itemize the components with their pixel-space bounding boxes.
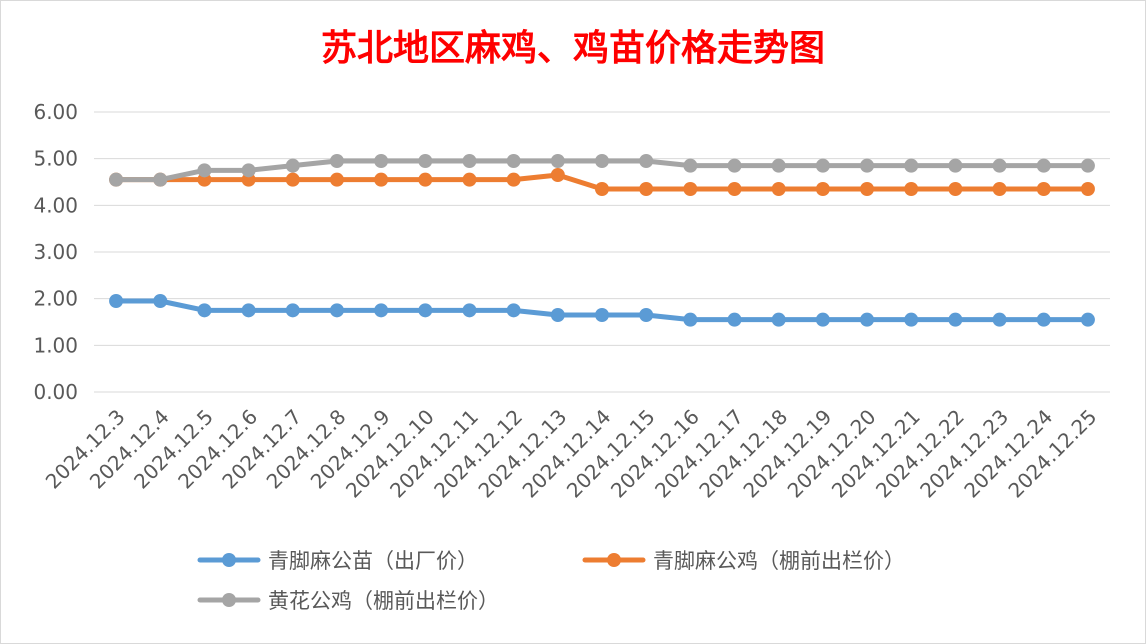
data-point [241,163,256,178]
x-axis-ticks: 2024.12.32024.12.42024.12.52024.12.62024… [41,405,1102,503]
data-point [948,312,963,327]
data-point [418,154,433,168]
data-point [860,312,875,327]
y-tick-label: 1.00 [33,333,78,357]
data-point [329,154,344,168]
y-axis-ticks: 0.00 1.00 2.00 3.00 4.00 5.00 6.00 [33,100,78,404]
legend-item: 青脚麻公鸡（棚前出栏价） [582,549,905,573]
data-point [1036,312,1051,327]
y-tick-label: 2.00 [33,287,78,311]
legend-label: 黄花公鸡（棚前出栏价） [268,589,499,613]
chart-title: 苏北地区麻鸡、鸡苗价格走势图 [321,27,825,69]
data-point [771,158,786,173]
data-point [1080,182,1095,196]
data-point [904,158,919,173]
data-point [329,303,344,318]
series-3 [109,154,1095,187]
data-point [595,182,609,196]
data-point [374,172,389,187]
data-point [462,172,477,187]
data-point [1036,182,1051,196]
data-point [109,294,124,308]
data-point [197,303,212,318]
data-point [992,182,1007,196]
data-point [815,158,830,173]
data-point [683,312,698,327]
data-point [418,172,433,187]
data-point [550,154,565,168]
data-point [374,154,389,168]
data-point [197,163,212,178]
data-point [815,182,830,196]
data-point [506,154,521,168]
data-point [771,312,786,327]
data-point [727,182,742,196]
legend-label: 青脚麻公鸡（棚前出栏价） [653,549,905,573]
data-point [860,158,875,173]
legend-swatch-marker [222,593,236,607]
y-tick-label: 0.00 [33,380,78,404]
data-point [815,312,830,327]
data-point [683,182,698,196]
legend: 青脚麻公苗（出厂价） 青脚麻公鸡（棚前出栏价） 黄花公鸡（棚前出栏价） [197,549,905,613]
y-tick-label: 4.00 [33,193,78,217]
data-point [418,303,433,318]
data-point [506,172,521,187]
data-point [550,168,565,182]
data-point [109,172,124,187]
series-2 [109,168,1095,196]
data-point [285,172,300,187]
data-point [241,303,256,318]
y-tick-label: 6.00 [33,100,78,124]
data-point [153,294,168,308]
data-point [285,158,300,173]
data-point [595,308,609,322]
data-point [639,182,654,196]
data-point [153,172,168,187]
series-group [109,154,1095,327]
data-point [462,154,477,168]
data-point [992,312,1007,327]
data-point [639,308,654,322]
legend-label: 青脚麻公苗（出厂价） [268,549,478,573]
data-point [639,154,654,168]
legend-item: 青脚麻公苗（出厂价） [197,549,478,573]
legend-swatch-marker [222,553,236,567]
data-point [948,182,963,196]
data-point [506,303,521,318]
data-point [860,182,875,196]
data-point [595,154,609,168]
data-point [329,172,344,187]
legend-item: 黄花公鸡（棚前出栏价） [197,589,499,613]
legend-swatch-marker [607,553,621,567]
data-point [727,312,742,327]
series-1 [109,294,1095,327]
data-point [683,158,698,173]
data-point [1080,312,1095,327]
data-point [550,308,565,322]
data-point [904,182,919,196]
y-tick-label: 5.00 [33,147,78,171]
data-point [462,303,477,318]
data-point [1080,158,1095,173]
data-point [948,158,963,173]
data-point [727,158,742,173]
data-point [1036,158,1051,173]
data-point [904,312,919,327]
data-point [992,158,1007,173]
data-point [771,182,786,196]
data-point [285,303,300,318]
data-point [374,303,389,318]
y-tick-label: 3.00 [33,240,78,264]
